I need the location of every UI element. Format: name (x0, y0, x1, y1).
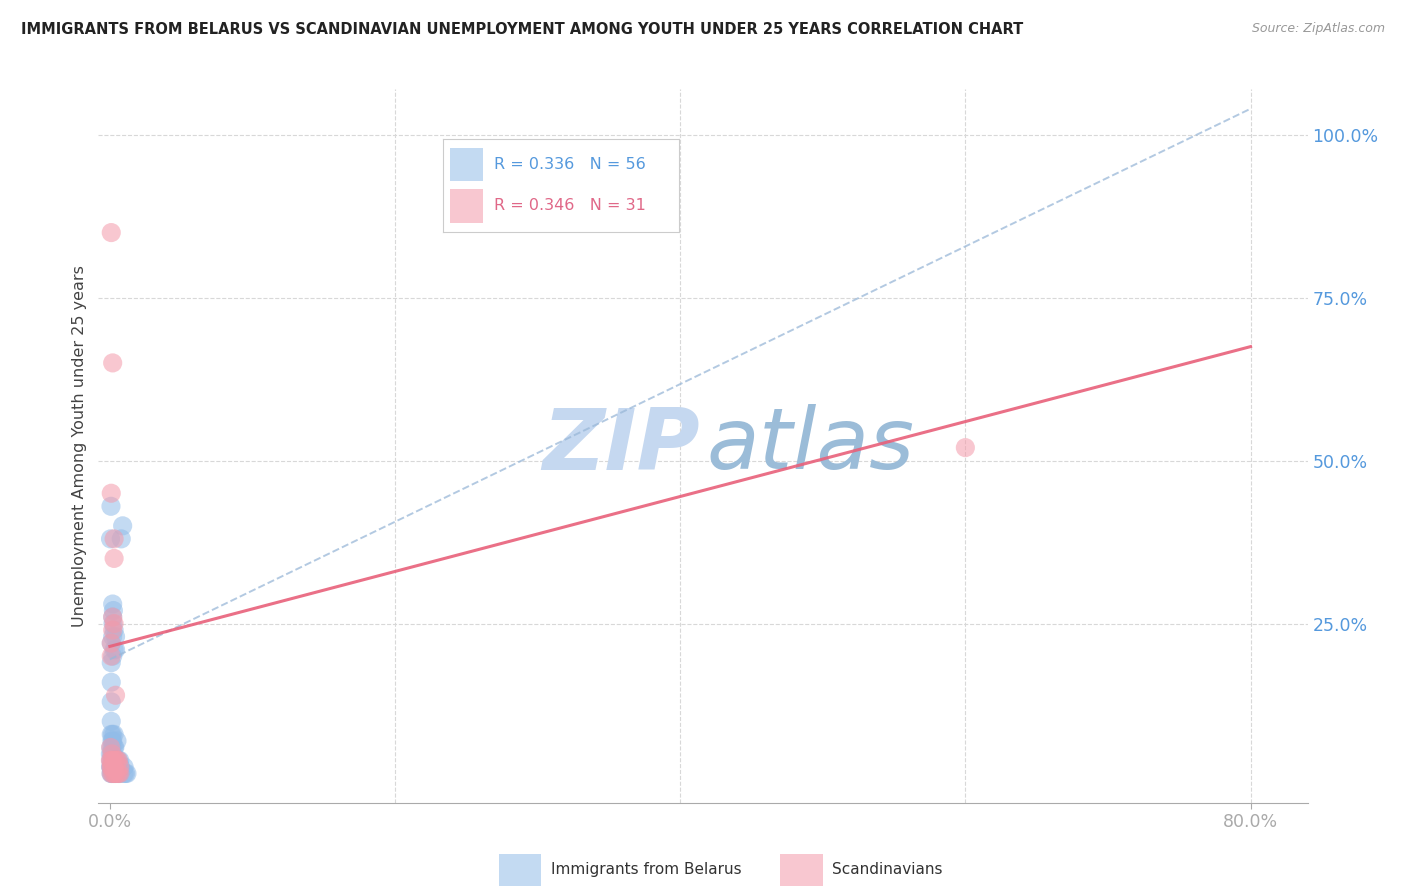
Point (108, 766, 131, 780)
Point (100, 486, 122, 500)
Point (101, 649, 124, 664)
Point (105, 754, 128, 768)
Point (100, 636, 122, 650)
Bar (450, 147, 484, 181)
Point (101, 623, 124, 637)
Point (101, 610, 124, 624)
Point (110, 532, 132, 546)
Point (101, 754, 124, 768)
Point (104, 740, 127, 755)
Point (103, 616, 125, 631)
Point (108, 766, 131, 780)
Point (101, 740, 124, 755)
Point (955, 441, 977, 455)
Point (100, 754, 122, 768)
Point (108, 760, 131, 774)
Point (101, 747, 124, 761)
Point (110, 760, 132, 774)
Point (114, 766, 136, 780)
Point (101, 727, 124, 741)
Point (101, 766, 124, 780)
Point (115, 766, 138, 780)
Point (100, 760, 122, 774)
Point (101, 610, 124, 624)
Point (103, 740, 125, 755)
Text: Immigrants from Belarus: Immigrants from Belarus (551, 863, 742, 877)
Point (101, 616, 124, 631)
Point (101, 356, 124, 370)
Point (104, 688, 127, 702)
Point (103, 603, 125, 617)
Point (104, 754, 127, 768)
Point (104, 754, 127, 768)
Point (103, 766, 125, 780)
Point (100, 532, 122, 546)
Point (107, 754, 129, 768)
Point (112, 760, 135, 774)
Text: IMMIGRANTS FROM BELARUS VS SCANDINAVIAN UNEMPLOYMENT AMONG YOUTH UNDER 25 YEARS : IMMIGRANTS FROM BELARUS VS SCANDINAVIAN … (21, 22, 1024, 37)
Point (112, 766, 135, 780)
Point (101, 754, 124, 768)
Point (103, 754, 125, 768)
Point (100, 766, 122, 780)
Point (103, 532, 125, 546)
Point (101, 630, 124, 644)
Point (100, 500, 122, 514)
Point (101, 747, 124, 761)
Point (101, 734, 124, 748)
Point (103, 623, 125, 637)
Point (100, 760, 122, 774)
Point (100, 226, 122, 240)
Point (105, 754, 128, 768)
Point (100, 740, 122, 755)
Point (101, 747, 124, 761)
Point (100, 754, 122, 768)
Point (100, 649, 122, 664)
Point (100, 766, 122, 780)
Point (104, 766, 127, 780)
Point (103, 766, 125, 780)
Bar (450, 189, 484, 223)
Point (103, 727, 125, 741)
Text: R = 0.346   N = 31: R = 0.346 N = 31 (494, 198, 645, 213)
Point (100, 714, 122, 729)
Point (100, 760, 122, 774)
Point (100, 766, 122, 780)
Point (107, 766, 129, 780)
Text: atlas: atlas (707, 404, 915, 488)
Text: ZIP: ZIP (541, 404, 699, 488)
Point (100, 695, 122, 709)
Text: Scandinavians: Scandinavians (832, 863, 943, 877)
Point (105, 766, 128, 780)
Text: R = 0.336   N = 56: R = 0.336 N = 56 (494, 157, 645, 171)
Text: Source: ZipAtlas.com: Source: ZipAtlas.com (1251, 22, 1385, 36)
Point (107, 766, 129, 780)
Point (101, 597, 124, 611)
Point (103, 754, 125, 768)
Point (101, 766, 124, 780)
Point (103, 642, 125, 657)
Y-axis label: Unemployment Among Youth under 25 years: Unemployment Among Youth under 25 years (72, 265, 87, 627)
Point (100, 740, 122, 755)
Point (100, 656, 122, 670)
Point (100, 747, 122, 761)
Point (104, 642, 127, 657)
Point (105, 766, 128, 780)
Point (111, 518, 134, 533)
Point (104, 766, 127, 780)
Point (103, 551, 125, 566)
Point (100, 727, 122, 741)
Point (108, 754, 131, 768)
Point (104, 630, 127, 644)
Point (100, 675, 122, 690)
Point (100, 636, 122, 650)
Point (100, 760, 122, 774)
Point (101, 760, 124, 774)
Point (107, 754, 129, 768)
Point (105, 734, 128, 748)
Point (101, 734, 124, 748)
Point (100, 760, 122, 774)
Point (100, 754, 122, 768)
